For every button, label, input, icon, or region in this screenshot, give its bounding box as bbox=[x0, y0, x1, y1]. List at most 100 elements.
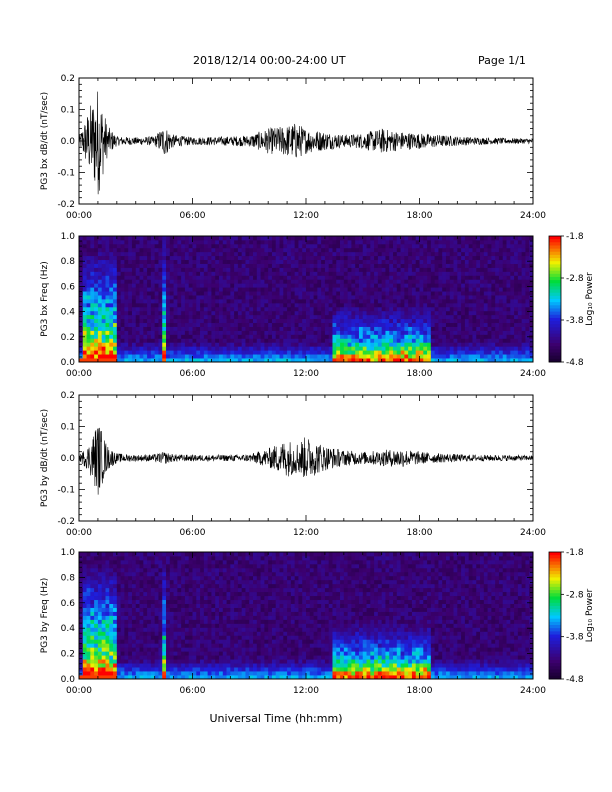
spectrogram-cell bbox=[502, 326, 507, 331]
spectrogram-cell bbox=[374, 295, 379, 300]
spectrogram-cell bbox=[79, 255, 84, 261]
spectrogram-cell bbox=[124, 346, 129, 351]
spectrogram-cell bbox=[287, 306, 292, 312]
spectrogram-cell bbox=[131, 251, 137, 257]
spectrogram-cell bbox=[404, 346, 409, 351]
spectrogram-cell bbox=[442, 358, 447, 363]
spectrogram-cell bbox=[491, 330, 496, 335]
spectrogram-cell bbox=[434, 263, 439, 268]
spectrogram-cell bbox=[336, 247, 341, 253]
spectrogram-cell bbox=[150, 342, 156, 347]
spectrogram-cell bbox=[483, 279, 488, 284]
colorbar-segment bbox=[549, 302, 561, 306]
spectrogram-cell bbox=[120, 643, 125, 648]
spectrogram-cell bbox=[128, 619, 133, 624]
spectrogram-cell bbox=[298, 259, 303, 264]
spectrogram-cell bbox=[177, 291, 182, 296]
spectrogram-cell bbox=[97, 346, 103, 351]
spectrogram-cell bbox=[211, 326, 216, 331]
spectrogram-cell bbox=[97, 354, 103, 359]
spectrogram-cell bbox=[181, 310, 186, 316]
spectrogram-cell bbox=[181, 236, 186, 241]
spectrogram-cell bbox=[211, 338, 216, 343]
spectrogram-cell bbox=[268, 251, 273, 257]
spectrogram-cell bbox=[226, 279, 231, 284]
spectrogram-cell bbox=[525, 243, 530, 249]
spectrogram-cell bbox=[491, 342, 496, 347]
spectrogram-cell bbox=[290, 271, 296, 276]
spectrogram-cell bbox=[116, 251, 122, 257]
spectrogram-cell bbox=[207, 243, 212, 249]
spectrogram-cell bbox=[317, 342, 322, 347]
spectrogram-cell bbox=[177, 326, 182, 331]
spectrogram-cell bbox=[147, 267, 152, 272]
spectrogram-cell bbox=[370, 318, 375, 324]
spectrogram-cell bbox=[521, 239, 526, 245]
spectrogram-cell bbox=[271, 267, 277, 272]
spectrogram-cell bbox=[90, 310, 95, 316]
spectrogram-cell bbox=[434, 243, 439, 249]
spectrogram-cell bbox=[234, 255, 239, 261]
spectrogram-cell bbox=[86, 675, 91, 680]
spectrogram-cell bbox=[487, 243, 492, 249]
spectrogram-cell bbox=[423, 334, 428, 339]
spectrogram-cell bbox=[343, 310, 349, 316]
spectrogram-cell bbox=[101, 306, 106, 312]
spectrogram-cell bbox=[283, 267, 288, 272]
spectrogram-cell bbox=[124, 599, 129, 604]
spectrogram-cell bbox=[79, 338, 84, 343]
spectrogram-cell bbox=[374, 291, 379, 296]
spectrogram-cell bbox=[268, 275, 273, 280]
spectrogram-cell bbox=[529, 287, 534, 292]
spectrogram-cell bbox=[423, 271, 428, 276]
spectrogram-cell bbox=[321, 342, 326, 347]
colorbar-segment bbox=[549, 286, 561, 291]
spectrogram-cell bbox=[173, 318, 178, 324]
spectrogram-cell bbox=[158, 354, 163, 359]
spectrogram-cell bbox=[381, 322, 386, 327]
spectrogram-cell bbox=[97, 575, 103, 581]
spectrogram-cell bbox=[309, 243, 314, 249]
spectrogram-cell bbox=[290, 283, 296, 288]
colorbar-segment bbox=[549, 339, 561, 344]
spectrogram-cell bbox=[177, 283, 182, 288]
spectrogram-cell bbox=[97, 314, 103, 320]
spectrogram-cell bbox=[200, 318, 205, 324]
spectrogram-cell bbox=[158, 236, 163, 241]
spectrogram-cell bbox=[150, 358, 156, 363]
spectrogram-cell bbox=[154, 295, 159, 300]
spectrogram-cell bbox=[393, 322, 398, 327]
spectrogram-cell bbox=[147, 559, 152, 565]
spectrogram-cell bbox=[434, 295, 439, 300]
spectrogram-cell bbox=[166, 263, 171, 268]
spectrogram-cell bbox=[215, 342, 220, 347]
spectrogram-cell bbox=[200, 299, 205, 304]
spectrogram-cell bbox=[351, 306, 356, 312]
spectrogram-cell bbox=[268, 283, 273, 288]
spectrogram-cell bbox=[97, 587, 103, 593]
spectrogram-cell bbox=[166, 236, 171, 241]
spectrogram-cell bbox=[506, 283, 511, 288]
spectrogram-cell bbox=[328, 342, 333, 347]
spectrogram-cell bbox=[211, 310, 216, 316]
spectrogram-cell bbox=[169, 259, 174, 264]
spectrogram-cell bbox=[374, 251, 379, 257]
spectrogram-cell bbox=[514, 326, 519, 331]
spectrogram-cell bbox=[222, 322, 227, 327]
spectrogram-cell bbox=[131, 247, 137, 253]
spectrogram-cell bbox=[162, 615, 167, 620]
spectrogram-cell bbox=[97, 623, 103, 628]
spectrogram-cell bbox=[260, 299, 265, 304]
spectrogram-cell bbox=[143, 575, 148, 581]
spectrogram-cell bbox=[237, 271, 243, 276]
spectrogram-cell bbox=[355, 299, 360, 304]
spectrogram-cell bbox=[374, 255, 379, 261]
spectrogram-cell bbox=[374, 259, 379, 264]
spectrogram-cell bbox=[400, 263, 405, 268]
spectrogram-cell bbox=[166, 318, 171, 324]
spectrogram-cell bbox=[256, 263, 261, 268]
spectrogram-cell bbox=[101, 571, 106, 577]
spectrogram-cell bbox=[324, 239, 330, 245]
spectrogram-cell bbox=[150, 318, 156, 324]
spectrogram-cell bbox=[245, 287, 250, 292]
